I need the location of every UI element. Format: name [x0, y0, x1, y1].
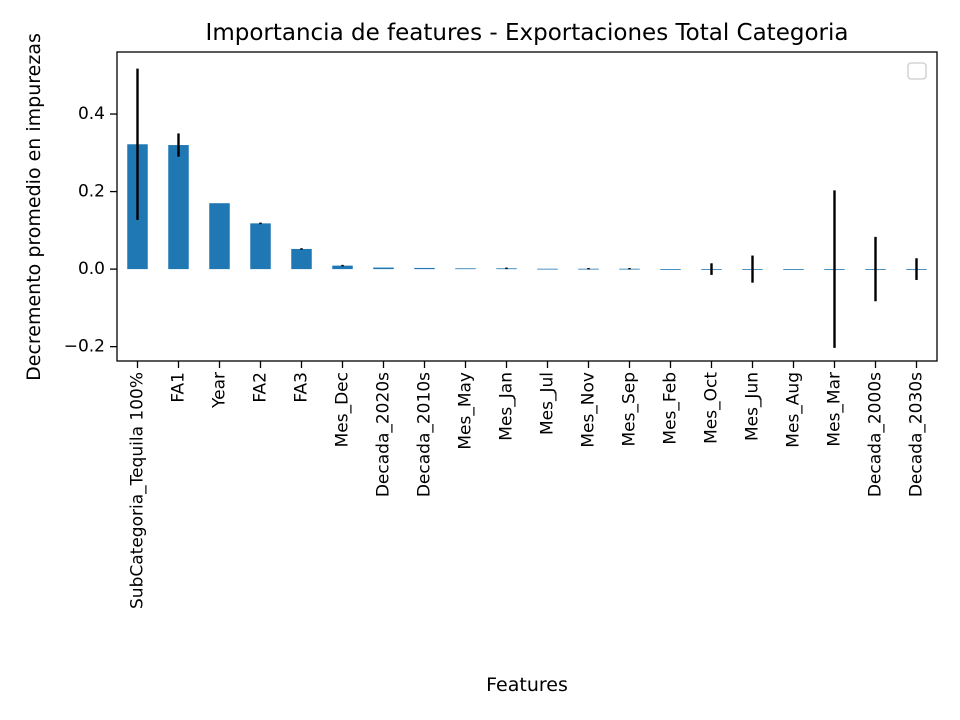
x-tick-label: Mes_Feb: [661, 372, 681, 445]
bar: [783, 269, 804, 270]
x-tick-label: Decada_2000s: [866, 372, 886, 497]
x-tick-label: FA2: [251, 372, 271, 403]
y-axis-label: Decremento promedio en impurezas: [23, 33, 45, 381]
x-tick-label: Decada_2030s: [907, 372, 927, 497]
bar: [332, 265, 353, 270]
bar: [414, 267, 435, 270]
error-bars-layer: [136, 68, 918, 348]
x-tick-label: Mes_Nov: [579, 372, 599, 448]
bar: [537, 268, 558, 270]
y-tick-label: 0.2: [78, 182, 105, 202]
x-tick-label: Year: [210, 372, 230, 409]
x-tick-label: Mes_Oct: [702, 372, 722, 444]
plot-frame: [116, 51, 938, 362]
bar: [455, 268, 476, 270]
x-tick-label: Mes_Jun: [743, 372, 763, 441]
y-tick-label: −0.2: [64, 337, 105, 357]
x-tick-label: Mes_Dec: [333, 372, 353, 447]
bar: [250, 223, 271, 270]
x-axis-label: Features: [486, 674, 568, 696]
chart-title: Importancia de features - Exportaciones …: [206, 20, 849, 46]
x-tick-label: Decada_2010s: [415, 372, 435, 497]
x-tick-label: FA1: [169, 372, 189, 403]
bar: [291, 248, 312, 270]
bar: [373, 267, 394, 270]
bar: [168, 145, 189, 270]
x-tick-label: Mes_May: [456, 372, 476, 450]
x-tick-label: FA3: [292, 372, 312, 403]
x-tick-label: Mes_Jul: [538, 372, 558, 435]
x-axis: SubCategoria_Tequila 100% FA1 Year FA2 FA3 Me…: [128, 361, 927, 609]
x-tick-label: SubCategoria_Tequila 100%: [128, 372, 148, 609]
y-tick-label: 0.0: [78, 259, 105, 279]
legend-box: [907, 62, 927, 80]
x-tick-label: Mes_Jan: [497, 372, 517, 441]
y-axis: −0.2 0.0 0.2 0.4: [64, 104, 117, 357]
x-tick-label: Mes_Aug: [784, 372, 804, 448]
x-tick-label: Mes_Mar: [825, 372, 845, 447]
bar: [660, 269, 681, 270]
x-tick-label: Mes_Sep: [620, 372, 640, 447]
bar: [209, 203, 230, 270]
x-tick-label: Decada_2020s: [374, 372, 394, 497]
y-tick-label: 0.4: [78, 104, 105, 124]
